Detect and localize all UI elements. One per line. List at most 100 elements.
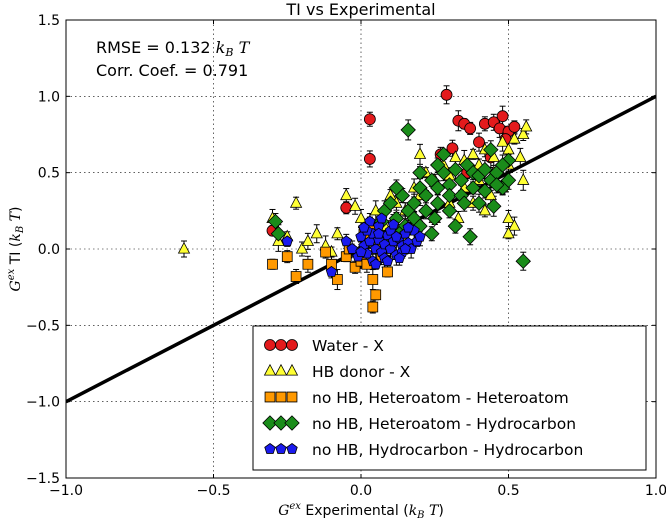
y-tick-label: 0.5 [38,166,60,182]
data-point-square [326,258,337,270]
x-tick-label: 0.5 [497,483,519,499]
data-point-pentagon [390,230,403,242]
legend-marker-triangle [263,363,277,376]
data-point-circle [440,88,453,101]
y-tick-label: 1.5 [38,13,60,29]
data-point-diamond [429,157,446,173]
data-point-triangle [177,241,191,254]
data-point-diamond [388,180,405,196]
data-point-pentagon [358,221,370,233]
x-tick-label: −1.0 [49,483,83,499]
data-point-square [370,289,382,301]
y-tick-label: 0.0 [38,242,60,258]
data-point-diamond [494,157,511,173]
data-point-pentagon [346,243,358,254]
legend-marker-circle [286,339,298,351]
legend-box [252,325,647,471]
data-point-diamond [515,253,531,269]
chart-title: TI vs Experimental [285,0,435,19]
legend-marker-triangle [285,363,299,376]
data-point-triangle [289,196,303,208]
data-point-pentagon [355,246,367,257]
data-point-square [267,258,278,270]
data-point-square [290,271,302,282]
data-point-triangle [478,203,492,216]
x-tick-label: −0.5 [197,483,231,499]
data-point-triangle [348,199,362,211]
data-point-pentagon [364,215,376,227]
data-point-triangle [517,173,530,185]
data-point-pentagon [387,218,400,230]
legend-marker-pentagon [275,443,287,454]
axis-ticks: −1.0 −0.5 0.0 0.5 1.0−1.5−1.0−0.50.00.51.01.… [26,13,666,499]
data-point-diamond [441,187,458,204]
data-point-triangle [502,211,515,223]
data-point-diamond [477,183,493,199]
data-point-circle [496,110,509,123]
legend-marker-pentagon [286,443,298,454]
legend-marker-pentagon [264,443,276,454]
x-axis-label: Gex Experimental (kB T) [278,501,444,520]
data-point-square [382,266,393,278]
data-point-diamond [382,195,399,211]
data-point-diamond [267,213,284,230]
y-axis-label: Gex TI (kB T) [6,207,26,292]
data-point-pentagon [381,255,394,267]
data-point-triangle [496,134,509,147]
data-point-diamond [477,161,493,178]
markers [177,88,533,313]
data-point-diamond [429,195,446,211]
data-point-pentagon [414,230,426,242]
data-point-square [320,246,331,258]
y-tick-label: −1.0 [26,395,60,411]
data-point-diamond [456,195,472,211]
data-point-circle [363,113,376,126]
data-point-diamond [488,177,505,193]
data-point-triangle [514,150,527,162]
legend-marker-diamond [273,415,289,431]
data-point-triangle [354,211,368,223]
data-point-circle [508,120,521,133]
legend-marker-diamond [284,415,300,431]
legend-label: no HB, Heteroatom - Hydrocarbon [312,415,576,433]
data-point-triangle [508,131,521,144]
rmse-annotation: RMSE = 0.132 kB T [96,38,251,59]
legend-marker-diamond [262,415,278,431]
legend-label: no HB, Heteroatom - Heteroatom [312,389,569,407]
data-point-circle [340,201,353,214]
data-point-triangle [340,188,353,201]
y-tick-label: −0.5 [26,318,60,334]
x-tick-label: 0.0 [350,483,372,499]
data-point-diamond [447,218,464,234]
data-point-pentagon [402,221,414,233]
data-point-diamond [453,172,470,189]
data-point-pentagon [281,235,293,247]
y-tick-label: 1.0 [38,89,60,105]
data-point-diamond [270,226,287,242]
data-point-square [302,258,314,270]
legend-label: Water - X [312,337,384,355]
data-point-diamond [441,203,458,219]
data-point-diamond [462,229,478,245]
data-point-diamond [424,226,440,242]
data-point-pentagon [393,252,406,264]
data-point-square [367,274,379,285]
data-point-pentagon [340,235,352,247]
data-point-pentagon [370,258,382,270]
data-point-diamond [447,161,464,178]
data-point-diamond [418,187,434,204]
data-point-diamond [465,180,481,196]
x-tick-label: 1.0 [645,483,666,499]
data-point-square [281,251,293,262]
data-point-triangle [520,119,533,132]
legend-marker-triangle [274,363,288,376]
data-point-diamond [412,164,428,181]
data-point-diamond [406,195,422,211]
data-point-pentagon [325,265,338,277]
data-point-pentagon [372,227,385,239]
data-point-circle [464,122,477,135]
data-point-triangle [517,127,530,140]
data-point-triangle [508,218,521,231]
data-point-triangle [331,226,344,239]
